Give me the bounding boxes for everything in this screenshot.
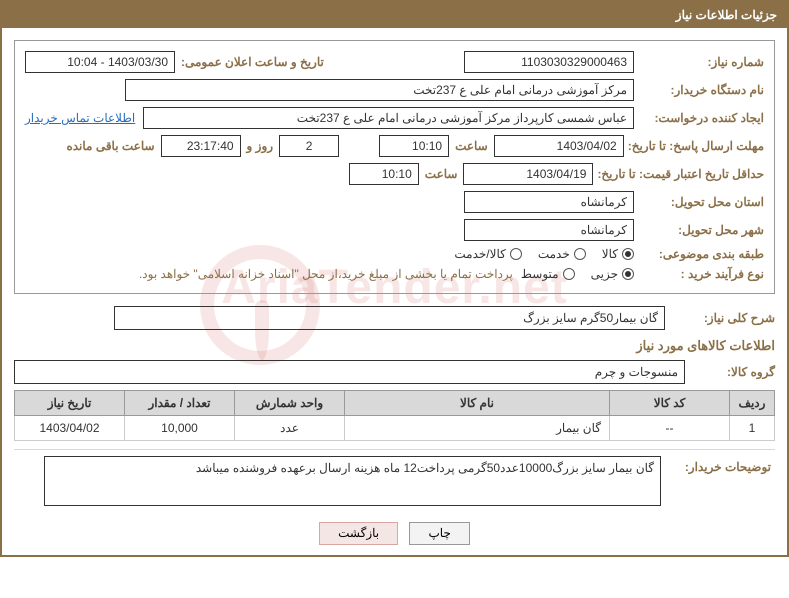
cell-code: -- (610, 416, 730, 441)
cell-unit: عدد (235, 416, 345, 441)
radio-medium[interactable] (563, 268, 575, 280)
panel-title: جزئیات اطلاعات نیاز (2, 2, 787, 28)
delivery-city: کرمانشاه (464, 219, 634, 241)
label-category: طبقه بندی موضوعی: (634, 247, 764, 261)
cell-name: گان بیمار (345, 416, 610, 441)
label-remaining: ساعت باقی مانده (60, 139, 160, 153)
days-left: 2 (279, 135, 339, 157)
goods-group: منسوجات و چرم (14, 360, 685, 384)
label-city: شهر محل تحویل: (634, 223, 764, 237)
label-need-no: شماره نیاز: (634, 55, 764, 69)
th-name: نام کالا (345, 391, 610, 416)
th-qty: تعداد / مقدار (125, 391, 235, 416)
items-info-title: اطلاعات کالاهای مورد نیاز (14, 338, 775, 354)
radio-medium-label: متوسط (521, 267, 559, 281)
reply-hour: 10:10 (379, 135, 449, 157)
cell-row: 1 (730, 416, 775, 441)
th-date: تاریخ نیاز (15, 391, 125, 416)
radio-partial[interactable] (622, 268, 634, 280)
requester: عباس شمسی کارپرداز مرکز آموزشی درمانی ام… (143, 107, 634, 129)
radio-goods[interactable] (622, 248, 634, 260)
radio-goods-service-label: کالا/خدمت (454, 247, 505, 261)
validity-date: 1403/04/19 (463, 163, 593, 185)
back-button[interactable]: بازگشت (319, 522, 398, 545)
details-box: شماره نیاز: 1103030329000463 تاریخ و ساع… (14, 40, 775, 294)
label-buyer-org: نام دستگاه خریدار: (634, 83, 764, 97)
th-unit: واحد شمارش (235, 391, 345, 416)
validity-hour: 10:10 (349, 163, 419, 185)
radio-goods-service[interactable] (510, 248, 522, 260)
label-hour-1: ساعت (449, 139, 494, 153)
label-requester: ایجاد کننده درخواست: (634, 111, 764, 125)
label-hour-2: ساعت (419, 167, 464, 181)
buyer-org: مرکز آموزشی درمانی امام علی ع 237تخت (125, 79, 634, 101)
radio-service[interactable] (574, 248, 586, 260)
overall-desc: گان بیمار50گرم سایز بزرگ (114, 306, 665, 330)
button-bar: چاپ بازگشت (2, 512, 787, 555)
reply-date: 1403/04/02 (494, 135, 624, 157)
category-radio-group: کالا خدمت کالا/خدمت (454, 247, 634, 261)
contact-buyer-link[interactable]: اطلاعات تماس خریدار (25, 111, 143, 125)
label-goods-group: گروه کالا: (695, 365, 775, 379)
label-reply-deadline: مهلت ارسال پاسخ: تا تاریخ: (624, 139, 764, 153)
radio-goods-label: کالا (602, 247, 618, 261)
label-day-and: روز و (241, 139, 280, 153)
purchase-type-radio-group: جزیی متوسط (521, 267, 634, 281)
label-announce-date: تاریخ و ساعت اعلان عمومی: (175, 55, 330, 69)
label-price-validity: حداقل تاریخ اعتبار قیمت: تا تاریخ: (593, 167, 764, 181)
delivery-province: کرمانشاه (464, 191, 634, 213)
table-row: 1 -- گان بیمار عدد 10,000 1403/04/02 (15, 416, 775, 441)
cell-date: 1403/04/02 (15, 416, 125, 441)
items-table: ردیف کد کالا نام کالا واحد شمارش تعداد /… (14, 390, 775, 441)
need-details-panel: جزئیات اطلاعات نیاز AriaTender.net شماره… (0, 0, 789, 557)
label-purchase-type: نوع فرآیند خرید : (634, 267, 764, 281)
payment-note: پرداخت تمام یا بخشی از مبلغ خرید،از محل … (139, 267, 521, 281)
buyer-notes: گان بیمار سایز بزرگ10000عدد50گرمی پرداخت… (44, 456, 661, 506)
announce-date: 1403/03/30 - 10:04 (25, 51, 175, 73)
need-number: 1103030329000463 (464, 51, 634, 73)
radio-partial-label: جزیی (591, 267, 618, 281)
radio-service-label: خدمت (538, 247, 570, 261)
print-button[interactable]: چاپ (409, 522, 469, 545)
th-row: ردیف (730, 391, 775, 416)
label-overall-desc: شرح کلی نیاز: (675, 311, 775, 325)
label-province: استان محل تحویل: (634, 195, 764, 209)
cell-qty: 10,000 (125, 416, 235, 441)
label-buyer-notes: توضیحات خریدار: (665, 450, 775, 512)
th-code: کد کالا (610, 391, 730, 416)
time-left: 23:17:40 (161, 135, 241, 157)
